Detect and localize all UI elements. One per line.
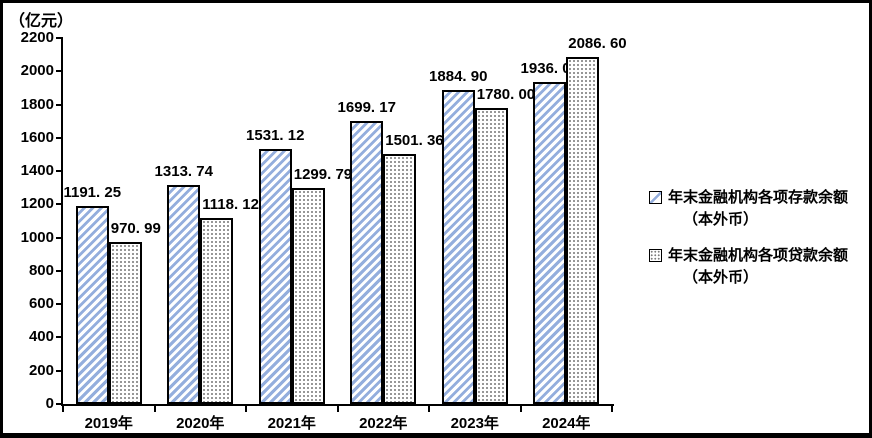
y-axis-tick: [56, 37, 63, 39]
value-label-loan-2023年: 1780. 00: [476, 85, 536, 103]
x-axis-tick: [611, 404, 613, 412]
deposit-bar-2019年: [75, 205, 109, 404]
loan-bar-2019年: [108, 242, 142, 404]
value-label-deposit-2023年: 1884. 90: [429, 68, 488, 86]
deposit-bar-2022年: [350, 121, 384, 404]
x-axis-label-2020年: 2020年: [176, 415, 225, 432]
y-axis-tick-label: 800: [28, 261, 54, 279]
y-axis-line: [61, 38, 63, 406]
y-axis-unit-label: （亿元）: [9, 13, 74, 30]
y-axis-tick: [56, 203, 63, 206]
x-axis-label-2023年: 2023年: [450, 415, 499, 432]
loan-bar-2022年: [383, 154, 417, 404]
legend-label-line: （本外币）: [683, 269, 759, 286]
value-label-deposit-2024年: 1936. 00: [520, 59, 579, 77]
x-axis-label-2024年: 2024年: [542, 415, 591, 432]
value-label-deposit-2022年: 1699. 17: [337, 99, 396, 117]
y-axis-tick-label: 600: [28, 295, 54, 313]
y-axis-tick: [56, 236, 63, 239]
x-axis-tick: [428, 404, 430, 412]
y-axis-tick-label: 1800: [20, 95, 54, 113]
legend-label-line: 年末金融机构各项存款余额: [668, 189, 849, 206]
y-axis-tick-label: 0: [45, 395, 54, 412]
x-axis-label-2019年: 2019年: [84, 415, 133, 432]
legend-item-deposits: 年末金融机构各项存款余额 （本外币）: [649, 187, 867, 231]
x-axis-tick: [153, 404, 156, 412]
y-axis-tick: [56, 303, 63, 306]
x-axis-label-2021年: 2021年: [267, 415, 316, 432]
loan-bar-2020年: [200, 217, 234, 404]
value-label-deposit-2021年: 1531. 12: [246, 127, 305, 145]
value-label-deposit-2020年: 1313. 74: [154, 163, 213, 181]
legend-label-loans: 年末金融机构各项贷款余额 （本外币）: [668, 245, 848, 289]
x-axis-tick: [62, 404, 64, 412]
x-axis-tick: [245, 404, 247, 412]
x-axis-tick: [336, 404, 339, 412]
value-label-deposit-2019年: 1191. 25: [63, 183, 122, 201]
value-label-loan-2020年: 1118. 12: [202, 195, 259, 213]
legend: 年末金融机构各项存款余额 （本外币） 年末金融机构各项贷款余额 （本外币）: [649, 187, 867, 303]
legend-label-line: 年末金融机构各项贷款余额: [668, 247, 849, 264]
y-axis-tick: [56, 136, 63, 139]
x-axis-tick: [519, 404, 522, 412]
y-axis-tick: [56, 403, 63, 405]
deposit-bar-2020年: [167, 185, 201, 404]
y-axis-tick: [56, 103, 63, 106]
deposit-bar-2023年: [441, 90, 475, 404]
y-axis-tick: [56, 269, 63, 272]
loan-bar-2024年: [566, 56, 600, 404]
value-label-loan-2019年: 970. 99: [110, 220, 161, 238]
y-axis-tick: [56, 369, 63, 372]
y-axis-tick-label: 2000: [20, 62, 54, 80]
y-axis-tick-label: 1400: [20, 162, 54, 180]
loan-bar-2023年: [474, 107, 508, 404]
legend-label-line: （本外币）: [683, 211, 759, 228]
value-label-loan-2022年: 1501. 36: [385, 132, 444, 150]
deposit-bar-2024年: [533, 81, 567, 404]
y-axis-tick: [56, 336, 63, 339]
y-axis-tick-label: 1000: [20, 228, 54, 246]
legend-item-loans: 年末金融机构各项贷款余额 （本外币）: [649, 245, 867, 289]
y-axis-tick-label: 400: [28, 328, 54, 346]
value-label-loan-2021年: 1299. 79: [293, 165, 353, 183]
x-axis-label-2022年: 2022年: [359, 415, 408, 432]
dots-swatch-icon: [649, 249, 662, 262]
deposit-bar-2021年: [258, 149, 292, 404]
diagonal-hatch-swatch-icon: [649, 191, 662, 204]
legend-label-deposits: 年末金融机构各项存款余额 （本外币）: [668, 187, 848, 231]
y-axis-tick-label: 1600: [20, 128, 54, 146]
y-axis-tick: [56, 170, 63, 173]
y-axis-tick-label: 200: [28, 361, 54, 379]
value-label-loan-2024年: 2086. 60: [568, 34, 627, 52]
x-axis-line: [61, 404, 614, 406]
y-axis-tick-label: 2200: [20, 29, 54, 46]
loan-bar-2021年: [291, 187, 325, 404]
y-axis-tick-label: 1200: [20, 195, 54, 213]
y-axis-tick: [56, 70, 63, 73]
